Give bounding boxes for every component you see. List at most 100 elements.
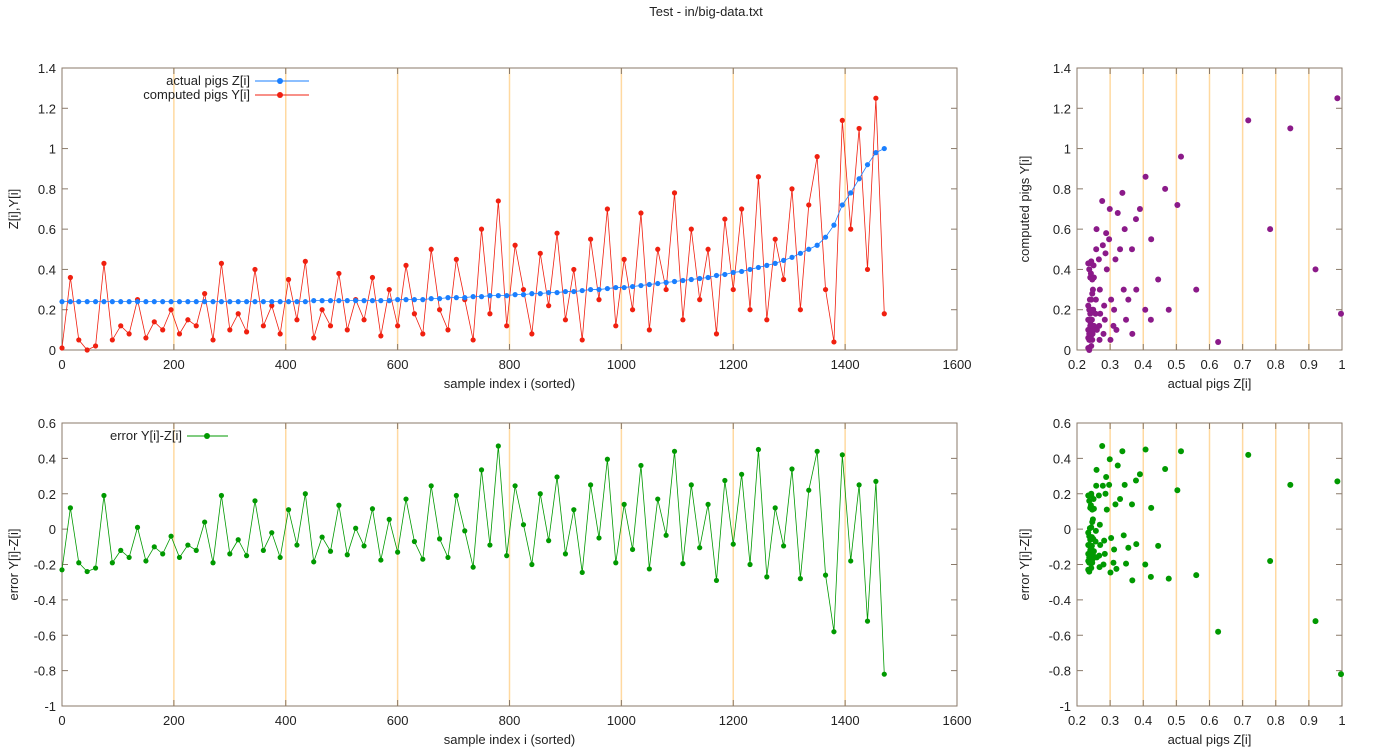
data-point-z xyxy=(822,234,829,240)
data-point-z xyxy=(143,299,149,305)
data-point-z xyxy=(478,294,485,300)
data-point-err xyxy=(243,553,250,559)
data-point-y xyxy=(193,323,199,329)
data-point-z xyxy=(772,260,778,266)
y-tick-label: 1 xyxy=(1064,142,1071,157)
data-point-y xyxy=(92,343,99,349)
data-point-y xyxy=(789,186,795,192)
scatter-point xyxy=(1112,256,1119,263)
data-point-y xyxy=(730,286,736,293)
data-point-y xyxy=(822,286,829,293)
data-point-err xyxy=(831,629,837,635)
data-point-y xyxy=(697,297,703,303)
data-point-err xyxy=(562,551,569,557)
data-point-y xyxy=(76,337,82,343)
y-tick-label: 1.4 xyxy=(1053,61,1071,76)
scatter-point xyxy=(1099,242,1106,249)
data-point-y xyxy=(831,339,837,345)
data-point-err xyxy=(470,564,476,570)
y-tick-label: 0.2 xyxy=(1053,303,1071,318)
scatter-point xyxy=(1114,462,1121,469)
data-point-z xyxy=(739,268,745,275)
y-tick-label: 0.2 xyxy=(38,487,56,502)
y-tick-label: 0 xyxy=(1064,522,1071,537)
plot-border xyxy=(1076,67,1343,351)
data-point-err xyxy=(160,551,166,557)
scatter-point xyxy=(1245,117,1252,124)
data-point-y xyxy=(84,347,90,353)
scatter-point xyxy=(1088,490,1095,497)
x-tick-label: 0 xyxy=(58,713,65,728)
scatter-point xyxy=(1287,125,1294,132)
data-point-y xyxy=(403,262,409,268)
data-point-z xyxy=(361,298,367,304)
y-tick-label: -0.8 xyxy=(34,664,56,679)
scatter-point xyxy=(1119,189,1126,196)
data-point-err xyxy=(353,525,359,531)
data-point-y xyxy=(478,226,485,232)
data-point-z xyxy=(562,288,569,295)
data-point-y xyxy=(646,327,652,333)
data-point-err xyxy=(420,556,426,562)
data-point-z xyxy=(428,296,434,302)
data-point-y xyxy=(848,226,854,232)
scatter-point xyxy=(1125,296,1132,303)
data-point-err xyxy=(269,530,275,536)
x-axis-label: sample index i (sorted) xyxy=(444,732,576,747)
data-point-err xyxy=(176,554,183,561)
x-tick-label: 0.8 xyxy=(1267,713,1285,728)
x-tick-label: 1 xyxy=(1338,713,1345,728)
data-point-err xyxy=(730,541,736,547)
scatter-point xyxy=(1088,565,1095,572)
data-point-z xyxy=(420,297,426,303)
scatter-point xyxy=(1106,481,1113,488)
data-point-y xyxy=(118,323,124,329)
x-tick-label: 0.5 xyxy=(1167,713,1185,728)
data-point-y xyxy=(638,210,644,216)
scatter-point xyxy=(1125,544,1132,551)
scatter-point xyxy=(1193,572,1200,579)
scatter-point xyxy=(1107,569,1114,576)
scatter-point xyxy=(1103,230,1110,237)
scatter-point xyxy=(1129,246,1135,253)
data-point-err xyxy=(596,535,602,541)
data-point-err xyxy=(780,543,787,549)
y-tick-label: -0.2 xyxy=(34,558,56,573)
scatter-point xyxy=(1099,482,1106,489)
data-point-z xyxy=(839,202,845,208)
data-point-y xyxy=(361,317,367,323)
data-point-err xyxy=(67,505,73,511)
data-point-z xyxy=(655,280,661,287)
data-point-err xyxy=(822,572,829,578)
data-point-z xyxy=(780,257,787,263)
data-point-err xyxy=(403,496,409,502)
data-point-err xyxy=(848,558,854,564)
scatter-point xyxy=(1088,316,1095,323)
error-scatter-plot: 0.2 0.3 0.4 0.5 0.6 0.7 0.8 0.9 1 -1 -0.8 -0.6 -0.4 -… xyxy=(1017,416,1346,747)
data-point-z xyxy=(546,289,552,296)
data-point-err xyxy=(428,483,434,489)
data-point-y xyxy=(252,266,258,273)
y-axis-label: computed pigs Y[i] xyxy=(1017,156,1032,263)
scatter-point xyxy=(1107,336,1114,343)
scatter-point xyxy=(1121,481,1128,488)
data-point-z xyxy=(327,298,334,304)
scatter-point xyxy=(1085,302,1092,309)
data-point-err xyxy=(688,482,694,488)
data-point-y xyxy=(243,329,250,335)
y-tick-label: 1 xyxy=(49,142,56,157)
y-tick-label: 0.4 xyxy=(1053,262,1071,277)
scatter-point xyxy=(1111,306,1118,313)
scatter-point xyxy=(1338,671,1344,678)
x-tick-label: 1400 xyxy=(831,713,860,728)
data-point-z xyxy=(202,299,208,305)
x-tick-label: 200 xyxy=(163,357,185,372)
data-point-z xyxy=(504,293,510,299)
scatter-point xyxy=(1090,535,1097,542)
data-point-y xyxy=(562,317,569,323)
x-tick-label: 0.8 xyxy=(1267,357,1285,372)
data-point-z xyxy=(436,296,443,302)
scatter-point xyxy=(1123,316,1130,323)
scatter-point xyxy=(1267,226,1274,233)
data-point-err xyxy=(588,482,594,488)
